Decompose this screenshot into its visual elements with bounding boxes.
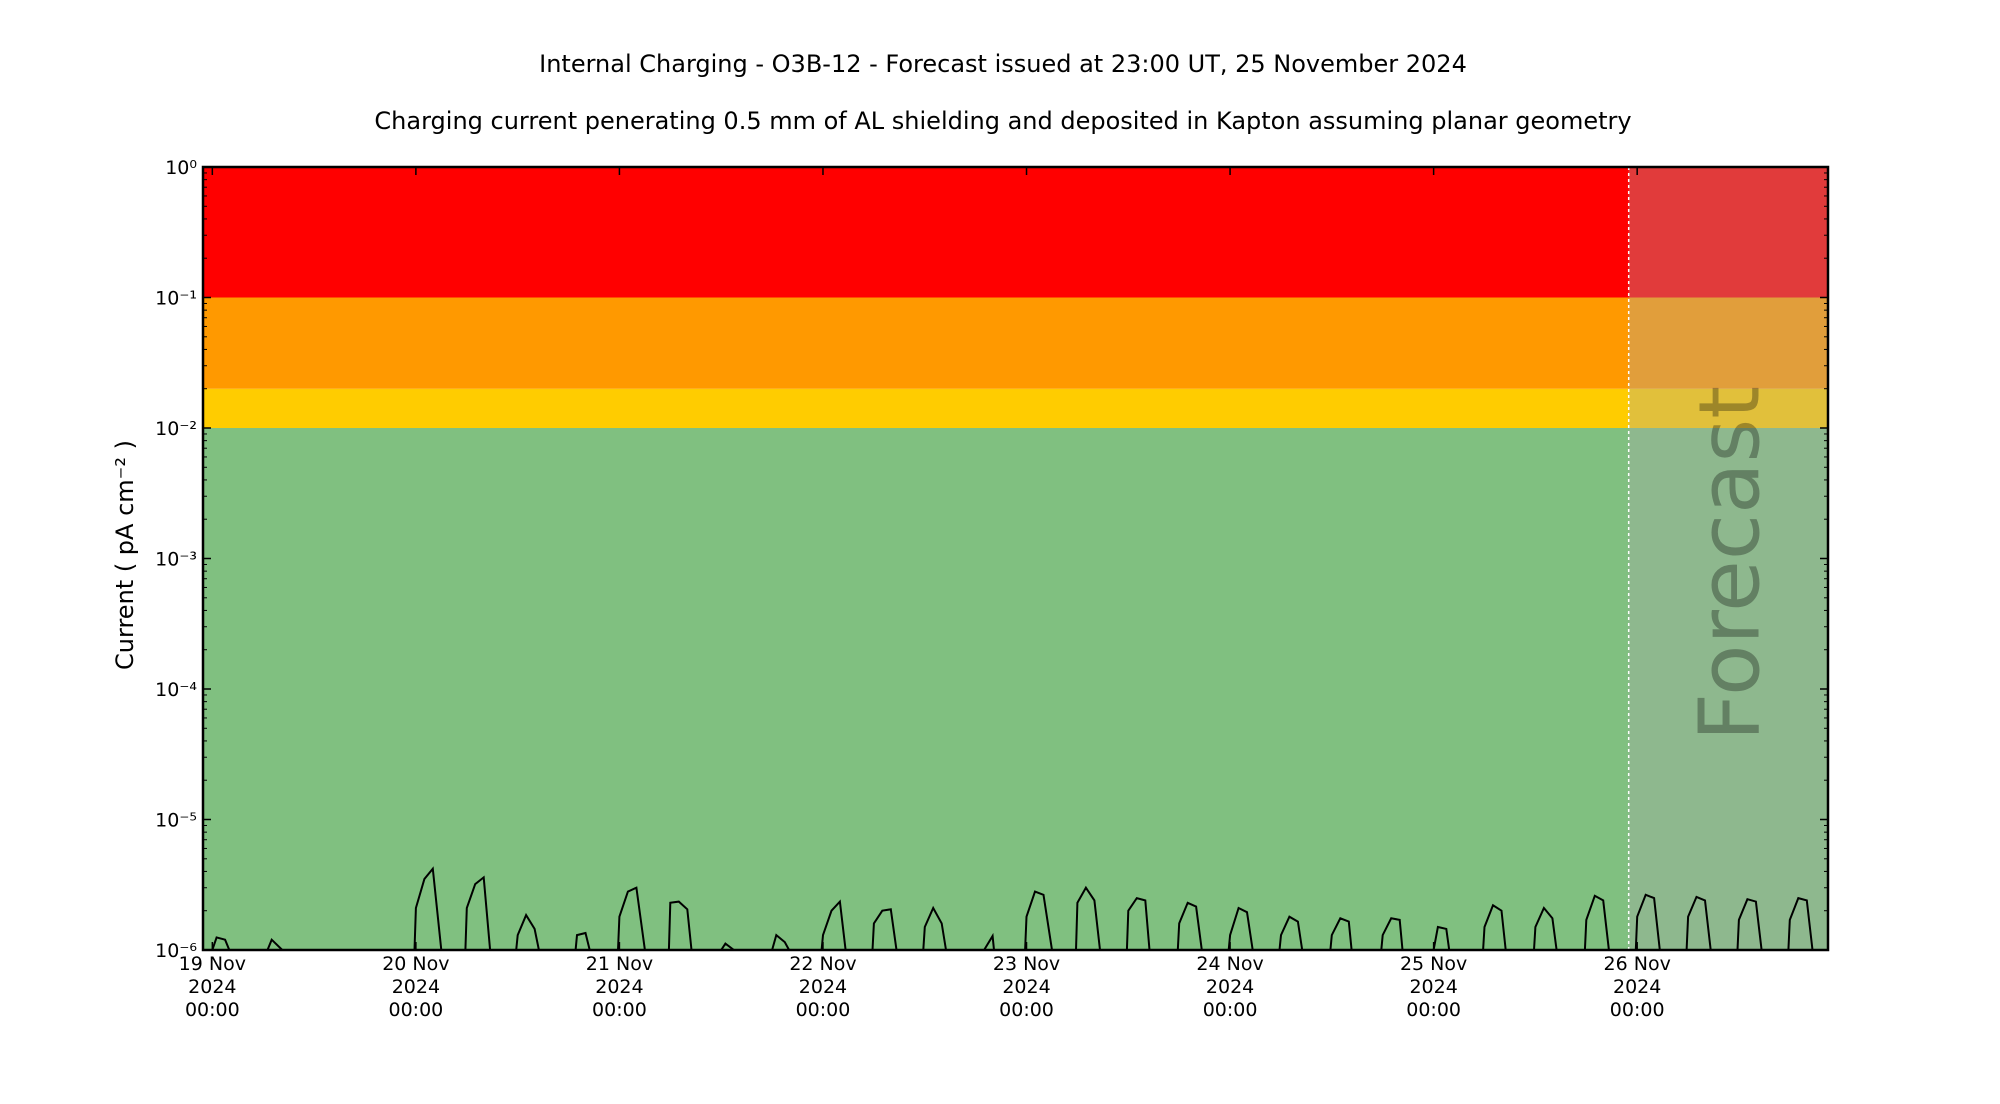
x-tick-label-line: 2024 [1206, 976, 1254, 998]
y-tick-label: 10⁰ [165, 157, 197, 179]
x-tick-label-line: 2024 [1409, 976, 1457, 998]
y-tick-label: 10⁻⁶ [155, 940, 197, 962]
x-tick-label-line: 00:00 [796, 999, 851, 1021]
x-tick-label: 22 Nov 2024 00:00 [789, 953, 856, 1021]
forecast-overlay [1628, 167, 1828, 950]
x-tick-label-line: 00:00 [999, 999, 1054, 1021]
x-tick-label-line: 2024 [799, 976, 847, 998]
x-tick-label-line: 2024 [188, 976, 236, 998]
chart-subtitle: Charging current penerating 0.5 mm of AL… [374, 107, 1631, 135]
x-tick-label-line: 2024 [1002, 976, 1050, 998]
x-tick-label-line: 22 Nov [789, 953, 856, 975]
x-tick-label: 23 Nov 2024 00:00 [993, 953, 1060, 1021]
x-tick-label-line: 00:00 [388, 999, 443, 1021]
x-tick-label-line: 00:00 [1406, 999, 1461, 1021]
x-tick-label-line: 24 Nov [1196, 953, 1263, 975]
forecast-label: Forecast [1680, 386, 1778, 741]
x-tick-label: 21 Nov 2024 00:00 [586, 953, 653, 1021]
x-tick-label-line: 00:00 [185, 999, 240, 1021]
x-tick-label-line: 2024 [1613, 976, 1661, 998]
x-tick-label-line: 26 Nov [1604, 953, 1671, 975]
risk-band-3 [203, 167, 1828, 298]
y-tick-label: 10⁻⁴ [155, 679, 197, 701]
x-tick-label-line: 19 Nov [179, 953, 246, 975]
x-tick-label-line: 00:00 [1203, 999, 1258, 1021]
x-tick-label-line: 00:00 [592, 999, 647, 1021]
x-tick-label-line: 21 Nov [586, 953, 653, 975]
x-tick-label-line: 20 Nov [382, 953, 449, 975]
x-tick-label: 26 Nov 2024 00:00 [1604, 953, 1671, 1021]
y-tick-label: 10⁻² [155, 418, 197, 440]
y-axis-label: Current ( pA cm⁻² ) [111, 440, 139, 670]
x-tick-label: 20 Nov 2024 00:00 [382, 953, 449, 1021]
y-tick-label: 10⁻¹ [155, 288, 197, 310]
x-tick-label: 25 Nov 2024 00:00 [1400, 953, 1467, 1021]
x-tick-label: 24 Nov 2024 00:00 [1196, 953, 1263, 1021]
series-line-0 [211, 866, 1814, 951]
y-tick-label: 10⁻³ [155, 549, 197, 571]
x-tick-label-line: 00:00 [1610, 999, 1665, 1021]
x-tick-label-line: 2024 [595, 976, 643, 998]
x-tick-label-line: 25 Nov [1400, 953, 1467, 975]
x-tick-label-line: 2024 [392, 976, 440, 998]
risk-band-2 [203, 297, 1828, 389]
y-tick-label: 10⁻⁵ [155, 810, 197, 832]
risk-band-1 [203, 388, 1828, 428]
x-tick-label: 19 Nov 2024 00:00 [179, 953, 246, 1021]
risk-band-0 [203, 428, 1828, 950]
x-tick-label-line: 23 Nov [993, 953, 1060, 975]
chart-title: Internal Charging - O3B-12 - Forecast is… [539, 50, 1467, 78]
